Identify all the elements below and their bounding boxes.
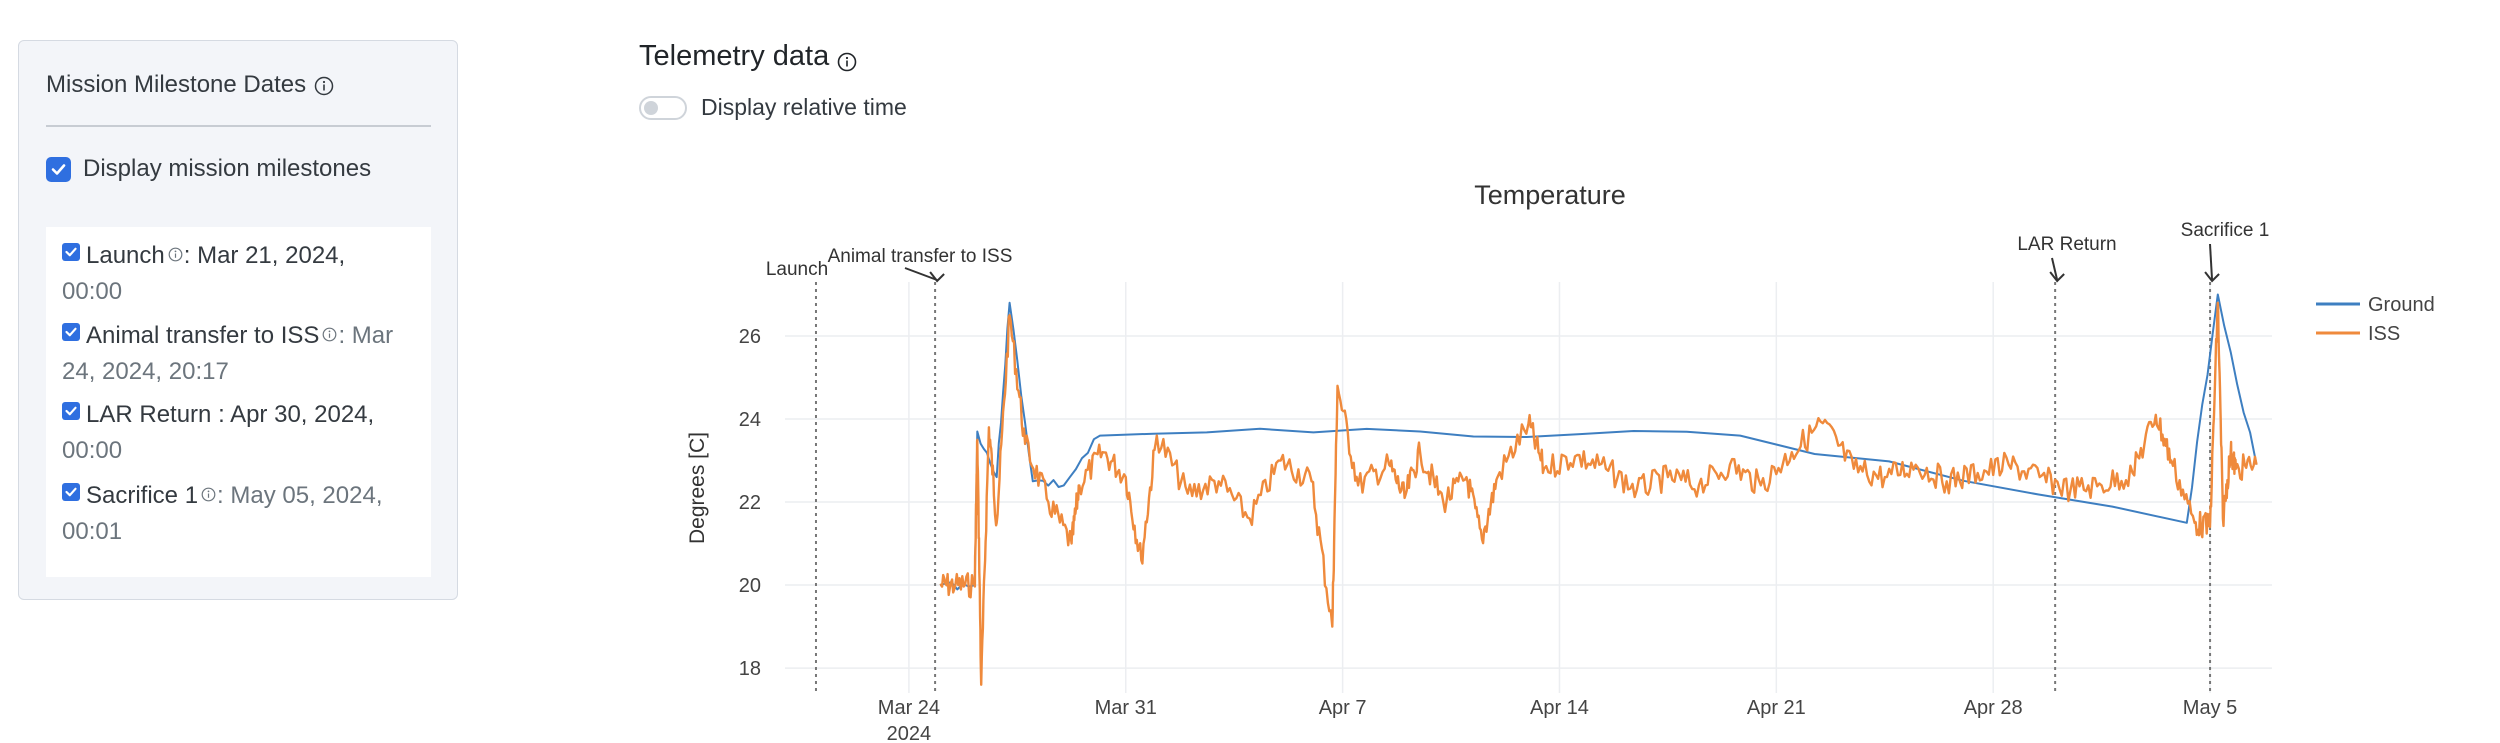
x-tick-label: Apr 14 bbox=[1530, 697, 1589, 719]
x-tick-label: Apr 21 bbox=[1747, 697, 1806, 719]
milestone-list: Launch : Mar 21, 2024, 00:00 Animal transf… bbox=[46, 227, 431, 577]
series-line-iss bbox=[939, 301, 2258, 686]
milestone-name: Sacrifice 1 bbox=[86, 482, 199, 509]
x-tick-label: Apr 7 bbox=[1319, 697, 1367, 719]
legend-item: Ground bbox=[2368, 294, 2435, 316]
mission-milestones-panel: Mission Milestone Dates Display mission … bbox=[18, 40, 458, 600]
y-tick-label: 20 bbox=[739, 575, 761, 597]
info-icon[interactable] bbox=[314, 75, 334, 96]
milestone-checkbox-lar-return[interactable] bbox=[62, 402, 80, 420]
milestone-name: Animal transfer to ISS bbox=[86, 322, 320, 349]
display-milestones-toggle[interactable]: Display mission milestones bbox=[46, 155, 371, 183]
milestone-checkbox-sacrifice-1[interactable] bbox=[62, 483, 80, 501]
telemetry-header: Telemetry data bbox=[639, 40, 857, 73]
relative-time-toggle-row[interactable]: Display relative time bbox=[639, 94, 907, 121]
x-tick-label: May 5 bbox=[2183, 697, 2237, 719]
telemetry-title: Telemetry data bbox=[639, 40, 830, 72]
series-line-ground bbox=[939, 293, 2258, 591]
switch-knob bbox=[644, 100, 658, 115]
annotation-arrowhead bbox=[929, 271, 945, 283]
y-tick-label: 24 bbox=[739, 409, 761, 431]
y-tick-label: 22 bbox=[739, 492, 761, 514]
milestone-date: : Mar bbox=[338, 322, 394, 349]
x-tick-label: Mar 31 bbox=[1095, 697, 1157, 719]
milestone-annotation: Animal transfer to ISS bbox=[828, 246, 1013, 267]
milestone-name: Launch bbox=[86, 242, 165, 269]
y-tick-label: 26 bbox=[739, 326, 761, 348]
milestone-checkbox-animal-transfer[interactable] bbox=[62, 323, 80, 341]
relative-time-label: Display relative time bbox=[701, 94, 907, 120]
milestone-name: LAR Return bbox=[86, 401, 212, 428]
milestone-item-launch: Launch : Mar 21, 2024, 00:00 bbox=[62, 237, 422, 310]
relative-time-switch[interactable] bbox=[639, 95, 687, 120]
milestone-annotation: LAR Return bbox=[2017, 234, 2116, 255]
info-icon[interactable] bbox=[201, 477, 216, 502]
milestones-panel-header: Mission Milestone Dates bbox=[46, 71, 334, 99]
x-tick-label: Mar 24 bbox=[878, 697, 940, 719]
info-icon[interactable] bbox=[322, 317, 337, 342]
milestone-time: 00:00 bbox=[62, 278, 123, 305]
annotation-arrow bbox=[2051, 257, 2059, 281]
milestones-panel-title: Mission Milestone Dates bbox=[46, 71, 307, 98]
milestone-time: 00:01 bbox=[62, 518, 123, 545]
milestone-annotation: Sacrifice 1 bbox=[2181, 220, 2270, 241]
milestone-annotation: Launch bbox=[766, 259, 828, 280]
legend-item: ISS bbox=[2368, 323, 2400, 345]
milestone-item-sacrifice-1: Sacrifice 1 : May 05, 2024, 00:01 bbox=[62, 477, 422, 550]
display-milestones-label: Display mission milestones bbox=[83, 155, 372, 182]
milestone-checkbox-launch[interactable] bbox=[62, 243, 80, 261]
chart-title: Temperature bbox=[1474, 180, 1626, 210]
milestone-date: : Apr 30, 2024, bbox=[218, 401, 375, 428]
info-icon[interactable] bbox=[837, 47, 857, 71]
annotation-arrow bbox=[904, 267, 938, 281]
milestone-date: : Mar 21, 2024, bbox=[183, 242, 346, 269]
milestone-time: 00:00 bbox=[62, 437, 123, 464]
panel-divider bbox=[46, 125, 431, 127]
milestone-time: 24, 2024, 20:17 bbox=[62, 358, 229, 385]
annotation-arrowhead bbox=[2049, 271, 2065, 283]
y-axis-label: Degrees [C] bbox=[686, 432, 709, 544]
y-tick-label: 18 bbox=[739, 658, 761, 680]
x-tick-sublabel: 2024 bbox=[887, 723, 932, 743]
x-tick-label: Apr 28 bbox=[1964, 697, 2023, 719]
annotation-arrow bbox=[2209, 243, 2214, 281]
milestone-item-lar-return: LAR Return : Apr 30, 2024, 00:00 bbox=[62, 397, 422, 469]
milestone-date: : May 05, 2024, bbox=[217, 482, 383, 509]
milestone-item-animal-transfer: Animal transfer to ISS : Mar 24, 2024, 20:… bbox=[62, 317, 422, 390]
annotation-arrowhead bbox=[2204, 271, 2220, 283]
info-icon[interactable] bbox=[168, 237, 183, 262]
display-milestones-checkbox[interactable] bbox=[46, 156, 71, 182]
